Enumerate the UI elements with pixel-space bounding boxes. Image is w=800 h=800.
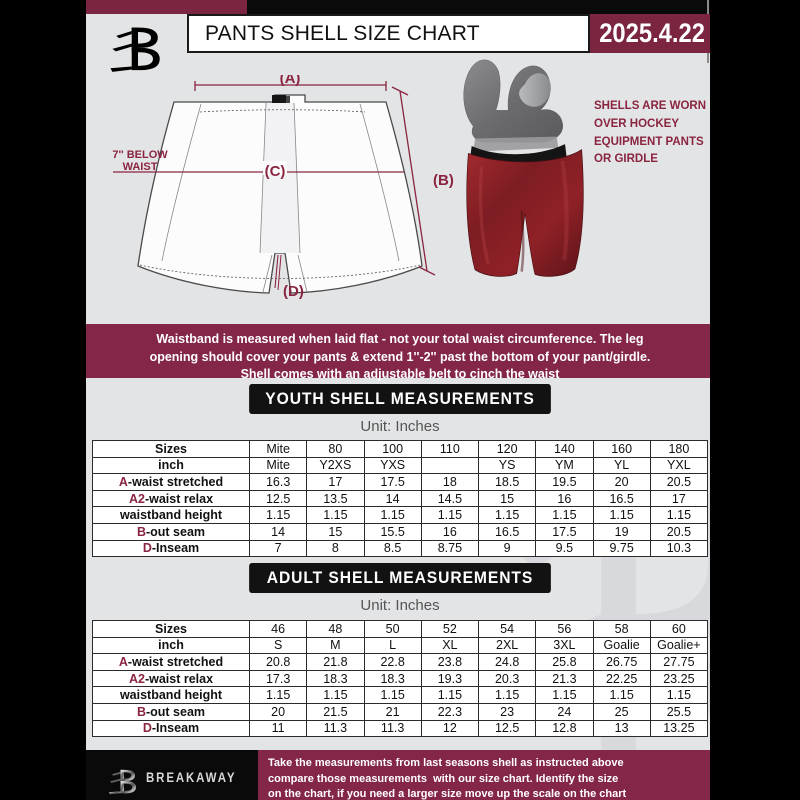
svg-text:WAIST: WAIST bbox=[123, 161, 158, 173]
svg-text:(C): (C) bbox=[265, 163, 286, 180]
svg-text:(A): (A) bbox=[280, 75, 301, 87]
svg-text:(D): (D) bbox=[283, 283, 304, 300]
svg-text:7'' BELOW: 7'' BELOW bbox=[112, 149, 168, 161]
